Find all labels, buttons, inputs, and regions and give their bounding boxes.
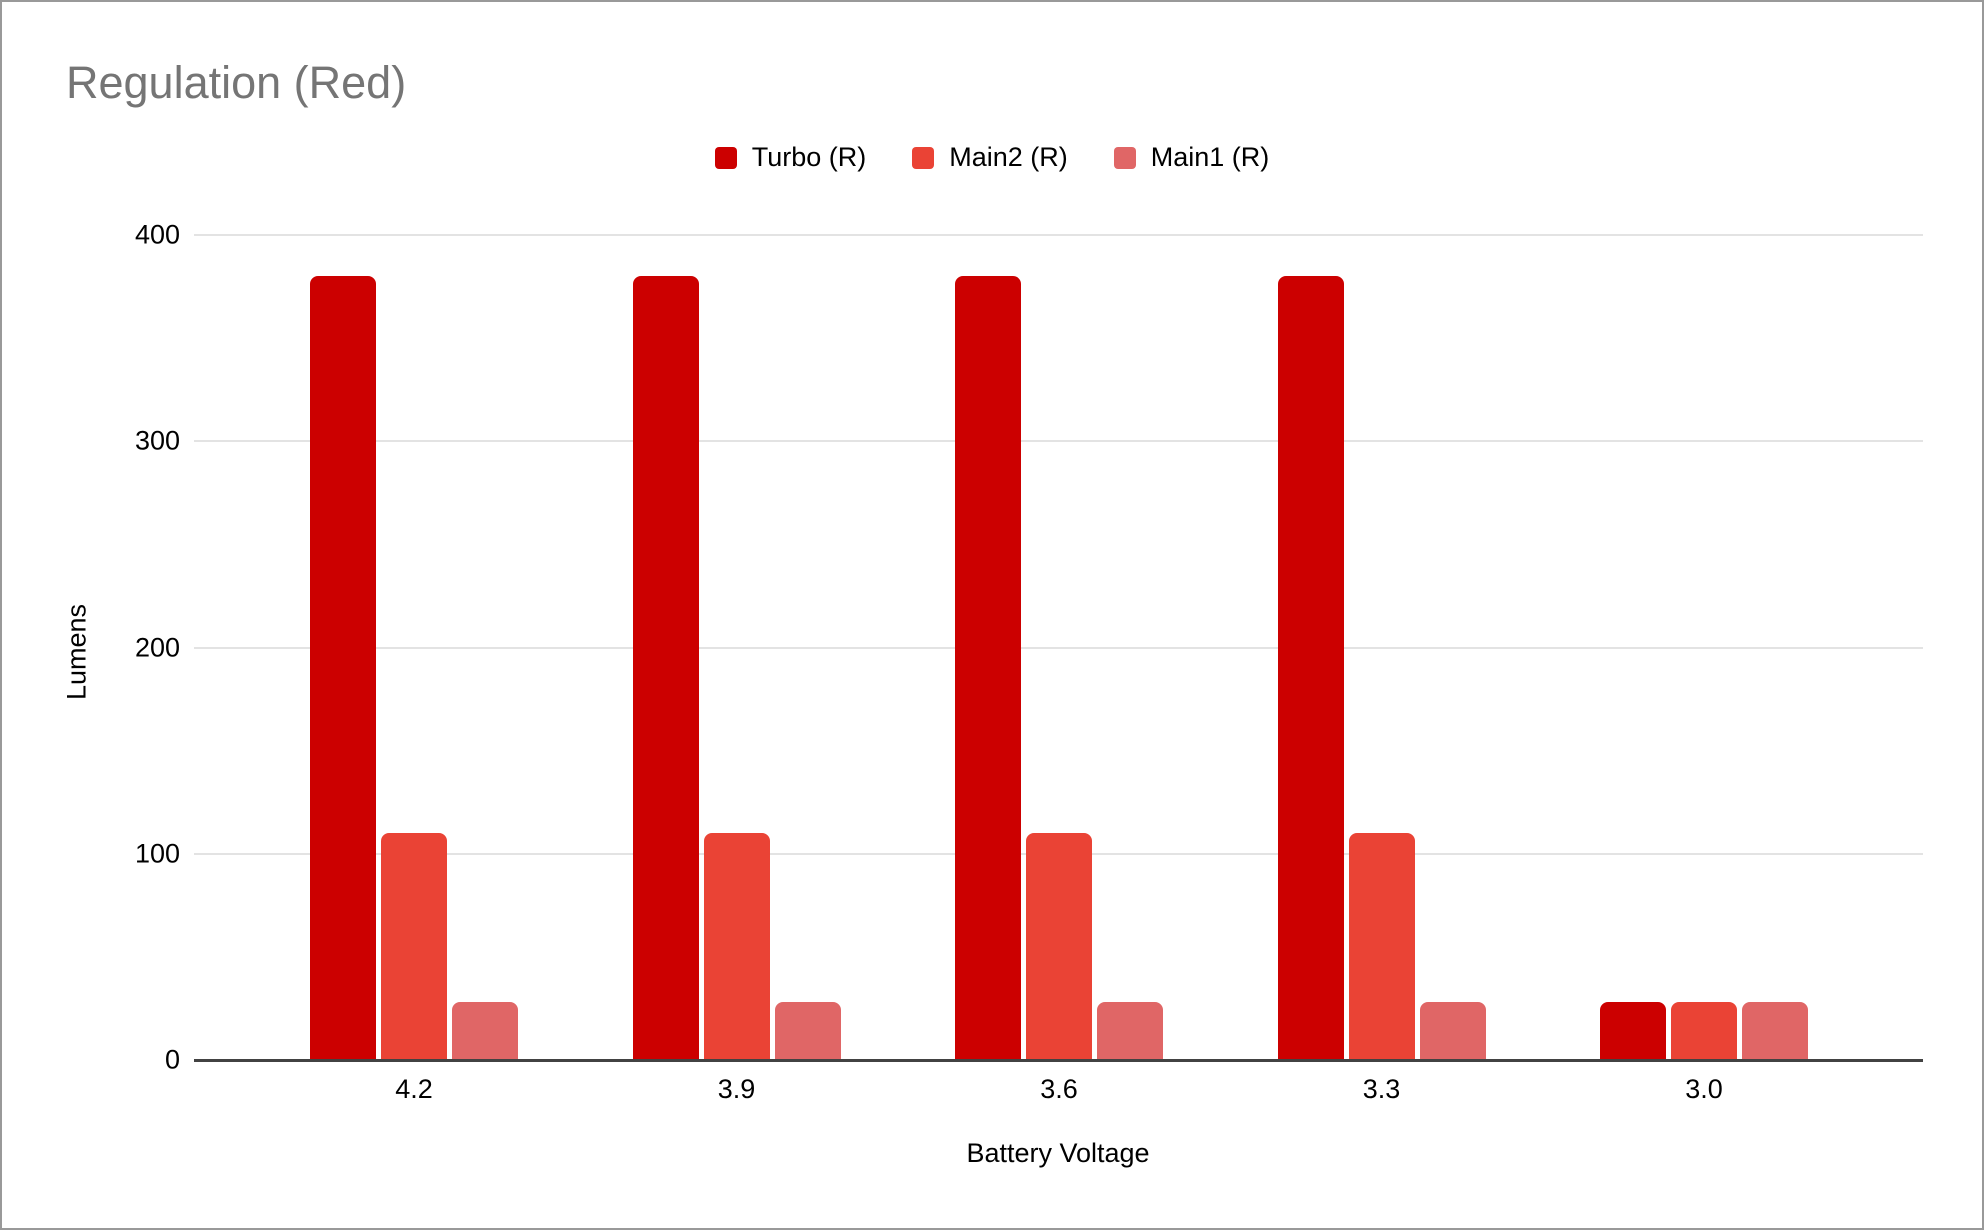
bar-main1-r--4.2	[452, 1002, 518, 1060]
bar-main1-r--3.3	[1419, 1002, 1486, 1060]
gridline-300	[194, 440, 1923, 443]
chart-legend: Turbo (R) Main2 (R) Main1 (R)	[2, 142, 1982, 173]
x-tick-label-3.3: 3.3	[1362, 1074, 1401, 1104]
bar-turbo-r--3.0	[1600, 1002, 1666, 1060]
x-axis-title: Battery Voltage	[966, 1138, 1150, 1168]
bar-main2-r--3.9	[703, 833, 770, 1060]
bar-turbo-r--3.9	[632, 276, 699, 1060]
bar-main1-r--3.6	[1097, 1002, 1163, 1060]
legend-item-turbo-r-: Turbo (R)	[714, 142, 867, 173]
y-tick-label-100: 100	[134, 838, 180, 869]
x-tick-label-3.0: 3.0	[1685, 1074, 1723, 1104]
bar-turbo-r--4.2	[310, 276, 376, 1060]
legend-swatch-icon	[912, 146, 935, 169]
y-tick-label-0: 0	[164, 1044, 180, 1075]
x-tick-label-4.2: 4.2	[395, 1074, 433, 1104]
bar-main2-r--3.0	[1671, 1002, 1737, 1060]
y-tick-label-400: 400	[134, 219, 180, 250]
legend-swatch-icon	[714, 146, 737, 169]
y-tick-label-200: 200	[134, 632, 180, 662]
legend-item-main1-r-: Main1 (R)	[1113, 142, 1270, 173]
x-tick-label-3.9: 3.9	[717, 1074, 756, 1104]
gridline-400	[194, 234, 1923, 236]
legend-swatch-icon	[1113, 146, 1136, 169]
x-tick-label-3.6: 3.6	[1040, 1074, 1078, 1104]
x-axis-line	[194, 1059, 1923, 1062]
bar-turbo-r--3.6	[955, 276, 1021, 1060]
bar-main1-r--3.0	[1742, 1002, 1808, 1060]
bar-main2-r--4.2	[381, 833, 447, 1060]
bar-main2-r--3.6	[1026, 833, 1092, 1060]
bar-main2-r--3.3	[1348, 833, 1415, 1060]
legend-label: Main2 (R)	[949, 142, 1068, 172]
gridline-200	[194, 646, 1923, 649]
bar-main1-r--3.9	[774, 1002, 841, 1060]
legend-label: Turbo (R)	[751, 142, 867, 172]
legend-item-main2-r-: Main2 (R)	[912, 142, 1068, 173]
y-axis-title: Lumens	[61, 603, 92, 701]
bar-turbo-r--3.3	[1277, 276, 1344, 1060]
y-tick-label-300: 300	[134, 425, 180, 456]
legend-label: Main1 (R)	[1150, 142, 1270, 172]
chart-title: Regulation (Red)	[66, 57, 407, 108]
